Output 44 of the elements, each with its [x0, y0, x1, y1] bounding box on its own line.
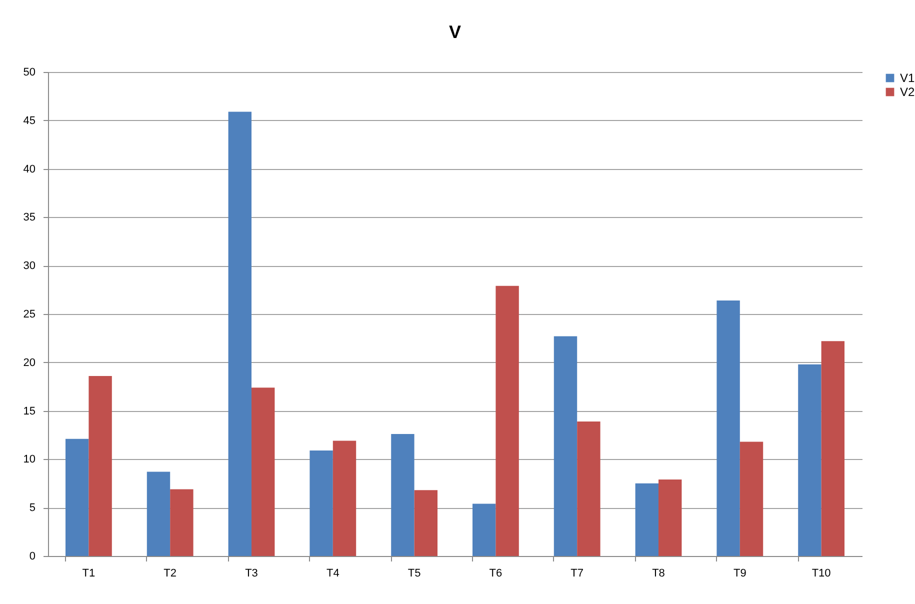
- x-tick-label: T4: [326, 568, 340, 580]
- x-tick-label: T10: [812, 568, 831, 580]
- bar: [635, 483, 658, 556]
- y-tick-label: 0: [29, 550, 36, 562]
- bar: [554, 336, 578, 556]
- bar: [391, 434, 414, 556]
- x-tick-label: T2: [164, 568, 177, 580]
- chart-title: V: [448, 22, 462, 42]
- bar: [472, 504, 496, 556]
- bar: [414, 490, 438, 556]
- bar: [66, 438, 89, 556]
- bar: [310, 450, 333, 556]
- bar: [821, 341, 844, 556]
- x-tick-label: T8: [652, 568, 665, 580]
- x-tick-label: T7: [570, 568, 584, 580]
- bar: [658, 480, 682, 556]
- legend-label: V1: [900, 71, 915, 85]
- bar: [716, 300, 740, 556]
- bar: [740, 442, 764, 556]
- bar: [252, 388, 275, 556]
- y-tick-label: 25: [23, 308, 36, 320]
- y-tick-label: 50: [23, 66, 36, 78]
- x-tick-label: T1: [82, 568, 96, 580]
- x-tick-label: T3: [245, 568, 258, 580]
- x-tick-label: T6: [489, 568, 502, 580]
- y-tick-label: 35: [23, 212, 36, 224]
- x-tick-label: T5: [408, 568, 421, 580]
- legend-label: V2: [900, 85, 915, 99]
- bar: [798, 364, 822, 556]
- bar: [146, 472, 170, 556]
- bar: [88, 376, 112, 556]
- y-tick-label: 5: [29, 502, 36, 514]
- y-tick-label: 30: [23, 260, 36, 272]
- bar: [496, 286, 519, 556]
- bar: [170, 489, 194, 556]
- y-tick-label: 10: [23, 454, 36, 466]
- bar: [332, 440, 356, 556]
- bar: [577, 421, 600, 556]
- x-tick-label: T9: [733, 568, 746, 580]
- y-tick-label: 15: [23, 405, 36, 418]
- bar: [228, 112, 252, 556]
- y-tick-label: 20: [23, 356, 36, 369]
- y-tick-label: 45: [23, 114, 36, 127]
- y-tick-label: 40: [23, 163, 36, 176]
